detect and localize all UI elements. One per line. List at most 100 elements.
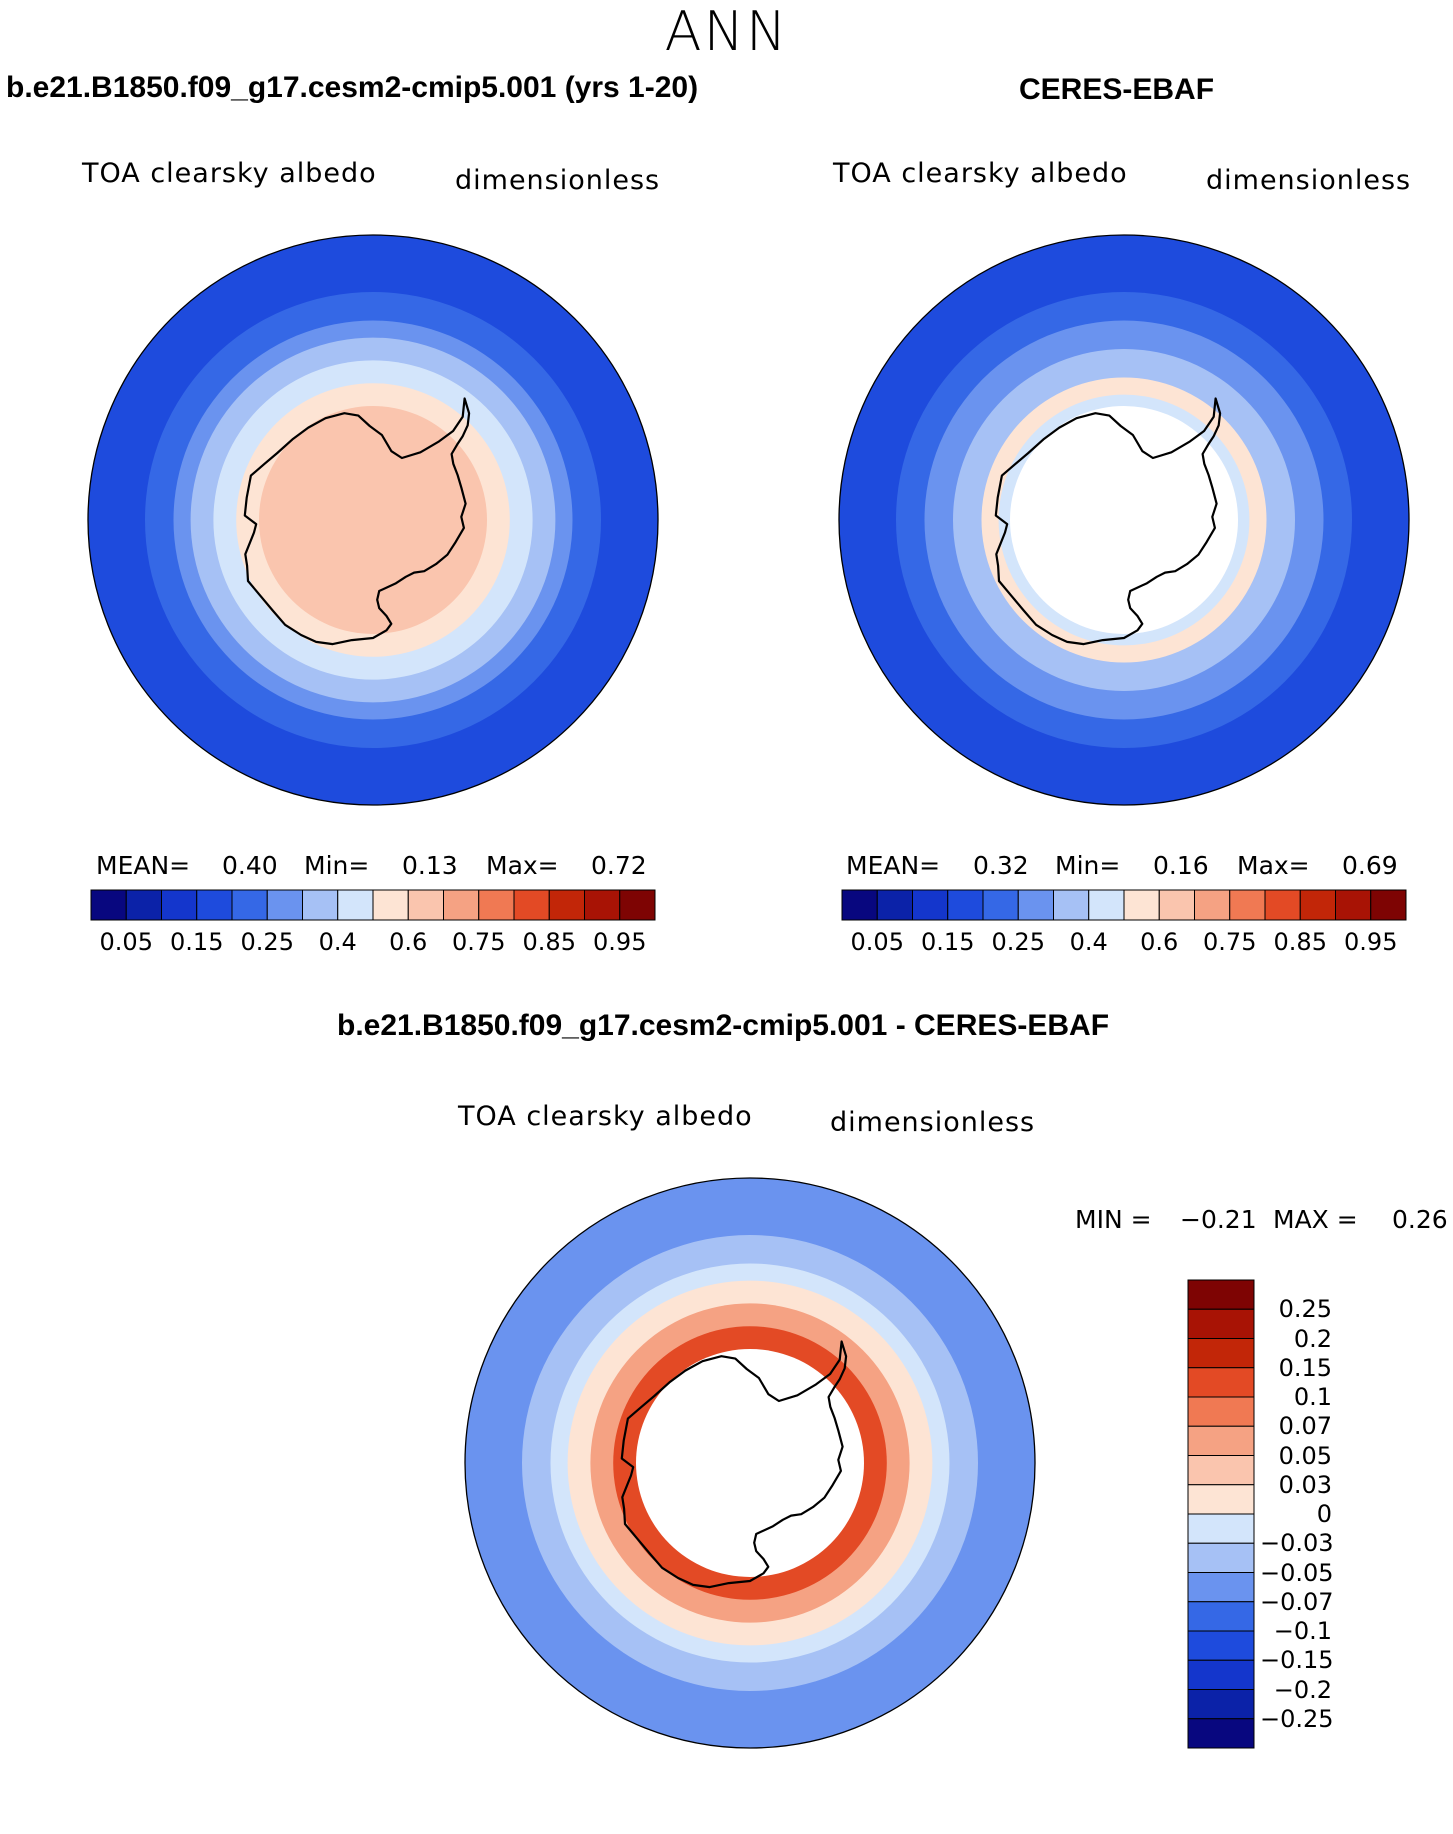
colorbar-tick-label: 0.85 — [1273, 928, 1327, 956]
colorbar-box — [1187, 1396, 1255, 1427]
colorbar-box — [1187, 1338, 1255, 1369]
colorbar-tick-label: 0.03 — [1278, 1470, 1332, 1499]
colorbar-box — [1264, 889, 1301, 921]
colorbar-box — [1194, 889, 1231, 921]
colorbar-box — [1187, 1513, 1255, 1544]
colorbar-tick-label: 0.2 — [1293, 1324, 1332, 1353]
colorbar-tick-label: 0.05 — [99, 928, 153, 956]
colorbar-box — [1335, 889, 1372, 921]
colorbar-box — [619, 889, 656, 921]
panel1-colorbar — [90, 889, 656, 921]
colorbar-tick-label: 0.25 — [1278, 1295, 1332, 1324]
colorbar-tick-label: 0.75 — [1203, 928, 1257, 956]
colorbar-box — [876, 889, 913, 921]
colorbar-box — [584, 889, 621, 921]
panel3-min-value: −0.21 — [1180, 1205, 1257, 1234]
panel2-max-value: 0.69 — [1342, 851, 1398, 880]
colorbar-tick-label: 0.95 — [1344, 928, 1398, 956]
colorbar-box — [231, 889, 268, 921]
colorbar-box — [1229, 889, 1266, 921]
map-field-ring — [258, 405, 488, 635]
colorbar-tick-label: 0.4 — [318, 928, 357, 956]
colorbar-box — [196, 889, 233, 921]
colorbar-tick-label: 0 — [1316, 1500, 1332, 1528]
colorbar-box — [513, 889, 550, 921]
colorbar-box — [90, 889, 127, 921]
map-frame — [87, 234, 659, 806]
panel2-units: dimensionless — [1206, 165, 1412, 196]
colorbar-box — [266, 889, 303, 921]
map-frame — [464, 1177, 1036, 1749]
colorbar-box — [1088, 889, 1125, 921]
colorbar-tick-label: 0.15 — [170, 928, 224, 956]
colorbar-tick-label: 0.25 — [991, 928, 1045, 956]
panel2-title: CERES-EBAF — [1019, 73, 1215, 106]
colorbar-tick-label: 0.6 — [1140, 928, 1179, 956]
colorbar-box — [1187, 1455, 1255, 1486]
colorbar-box — [1187, 1689, 1255, 1720]
panel2-mean-value: 0.32 — [973, 851, 1029, 880]
map-frame — [838, 234, 1410, 806]
colorbar-tick-label: −0.2 — [1273, 1675, 1332, 1704]
panel2-variable: TOA clearsky albedo — [833, 158, 1128, 189]
panel1-mean-label: MEAN= — [96, 851, 191, 880]
colorbar-box — [1053, 889, 1090, 921]
panel1-min-label: Min= — [304, 851, 370, 880]
panel1-units: dimensionless — [455, 165, 661, 196]
colorbar-box — [548, 889, 585, 921]
colorbar-box — [1187, 1367, 1255, 1398]
panel2-min-label: Min= — [1055, 851, 1121, 880]
colorbar-tick-label: −0.05 — [1260, 1558, 1334, 1587]
colorbar-box — [443, 889, 480, 921]
colorbar-tick-label: −0.15 — [1260, 1646, 1334, 1675]
colorbar-box — [982, 889, 1019, 921]
panel3-title: b.e21.B1850.f09_g17.cesm2-cmip5.001 - CE… — [337, 1009, 1110, 1042]
colorbar-box — [841, 889, 878, 921]
panel3-units: dimensionless — [830, 1107, 1036, 1138]
panel2-mean-label: MEAN= — [846, 851, 941, 880]
panel1-max-label: Max= — [486, 851, 559, 880]
panel2-max-label: Max= — [1237, 851, 1310, 880]
colorbar-tick-label: 0.05 — [1278, 1441, 1332, 1470]
colorbar-box — [1370, 889, 1407, 921]
coastline — [620, 1340, 848, 1589]
colorbar-box — [1187, 1718, 1255, 1749]
colorbar-box — [1187, 1630, 1255, 1661]
colorbar-box — [1187, 1572, 1255, 1603]
panel3-min-label: MIN = — [1075, 1205, 1152, 1234]
colorbar-tick-label: 0.05 — [850, 928, 904, 956]
panel2-colorbar — [841, 889, 1407, 921]
colorbar-box — [1158, 889, 1195, 921]
panel3-map — [464, 1177, 1036, 1749]
colorbar-box — [1123, 889, 1160, 921]
panel3-colorbar — [1187, 1279, 1255, 1749]
colorbar-box — [1187, 1279, 1255, 1310]
colorbar-tick-label: 0.6 — [389, 928, 428, 956]
colorbar-box — [407, 889, 444, 921]
panel3-variable: TOA clearsky albedo — [458, 1101, 753, 1132]
colorbar-tick-label: 0.4 — [1069, 928, 1108, 956]
colorbar-box — [478, 889, 515, 921]
colorbar-box — [947, 889, 984, 921]
panel1-variable: TOA clearsky albedo — [82, 158, 377, 189]
colorbar-tick-label: 0.15 — [921, 928, 975, 956]
map-missing-data — [1010, 406, 1238, 634]
panel1-title: b.e21.B1850.f09_g17.cesm2-cmip5.001 (yrs… — [6, 71, 699, 104]
colorbar-box — [337, 889, 374, 921]
colorbar-tick-label: 0.07 — [1278, 1412, 1332, 1441]
colorbar-box — [1299, 889, 1336, 921]
coastline — [243, 397, 471, 646]
panel2-map — [838, 234, 1410, 806]
colorbar-tick-label: 0.1 — [1293, 1383, 1332, 1411]
panel2-min-value: 0.16 — [1153, 851, 1209, 880]
colorbar-tick-label: 0.95 — [593, 928, 647, 956]
map-missing-data — [636, 1349, 864, 1577]
colorbar-tick-label: −0.25 — [1260, 1704, 1334, 1733]
colorbar-box — [1187, 1308, 1255, 1339]
colorbar-box — [125, 889, 162, 921]
coastline — [994, 397, 1222, 646]
colorbar-tick-label: 0.15 — [1278, 1353, 1332, 1382]
panel1-max-value: 0.72 — [591, 851, 647, 880]
panel3-max-value: 0.26 — [1392, 1205, 1448, 1234]
colorbar-box — [161, 889, 198, 921]
